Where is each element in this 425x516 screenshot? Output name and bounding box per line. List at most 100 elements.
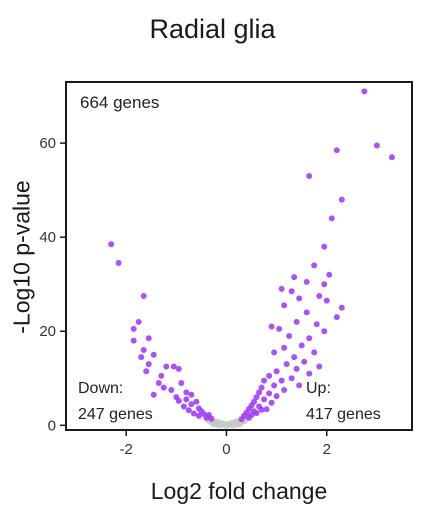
data-point [388,154,395,161]
data-point [185,407,192,414]
data-point [273,368,280,375]
data-point [190,410,197,417]
up-label: Up: [306,380,331,397]
data-point [333,314,340,321]
data-point [281,387,288,394]
x-axis-label: Log2 fold change [150,478,328,504]
data-point [150,351,157,358]
data-point [268,323,275,330]
data-point [303,309,310,316]
plot-frame [65,81,413,431]
data-point [163,363,170,370]
data-point [138,354,145,361]
data-point [361,88,368,95]
data-point [183,396,190,403]
data-point [338,304,345,311]
y-tick-label: 40 [39,229,56,246]
data-point [291,274,298,281]
data-point [143,368,150,375]
data-point [306,173,313,180]
data-point [293,365,300,372]
up-count: 417 genes [306,406,381,423]
data-point [293,318,300,325]
significant-points [108,88,395,423]
data-point [298,342,305,349]
data-point [266,372,273,379]
data-point [253,394,260,401]
data-point [214,420,223,429]
data-point [258,384,265,391]
data-point [263,406,270,413]
data-point [278,285,285,292]
data-point [333,147,340,154]
y-tick-label: 0 [48,417,56,434]
y-tick-label: 60 [39,135,56,152]
data-point [195,412,202,419]
data-point [321,328,328,335]
data-point [313,321,320,328]
data-point [291,354,298,361]
data-point [160,384,167,391]
data-point [108,241,115,248]
data-point [296,382,303,389]
data-point [145,361,152,368]
x-tick-label: -2 [120,441,133,458]
data-point [321,243,328,250]
data-point [288,375,295,382]
data-point [273,393,280,400]
data-point [316,363,323,370]
down-count: 247 genes [78,406,153,423]
data-point [316,292,323,299]
data-point [135,318,142,325]
down-label: Down: [78,380,123,397]
data-point [175,365,182,372]
data-point [321,281,328,288]
total-genes-annotation: 664 genes [80,93,159,112]
x-axis-ticks: -2 0 2 [120,430,331,458]
data-point [145,335,152,342]
data-point [281,302,288,309]
data-point [306,370,313,377]
data-point [180,403,187,410]
data-point [193,398,200,405]
data-point [276,325,283,332]
data-point [261,377,268,384]
data-point [238,416,245,423]
data-point [271,349,278,356]
data-point [150,391,157,398]
data-point [296,295,303,302]
data-point [188,391,195,398]
data-point [130,325,137,332]
data-point [311,349,318,356]
y-axis-ticks: 0 20 40 60 [39,135,66,434]
data-point [373,142,380,149]
data-point [183,389,190,396]
data-point [268,399,275,406]
data-point [168,387,175,394]
data-point [281,344,288,351]
data-point [208,415,215,422]
chart-title: Radial glia [149,14,276,44]
data-point [266,390,273,397]
data-point [115,260,122,267]
data-point [261,396,268,403]
data-point [203,414,210,421]
data-point [278,377,285,384]
data-point [338,196,345,203]
data-point [301,358,308,365]
data-point [130,337,137,344]
x-tick-label: 0 [222,441,230,458]
data-point [271,382,278,389]
data-point [170,363,177,370]
data-point [178,379,185,386]
data-point [323,297,330,304]
data-point [288,288,295,295]
data-point [311,262,318,269]
x-tick-label: 2 [323,441,331,458]
data-point [158,372,165,379]
data-point [258,406,265,413]
data-point [155,379,162,386]
data-point [229,420,238,429]
data-point [286,332,293,339]
